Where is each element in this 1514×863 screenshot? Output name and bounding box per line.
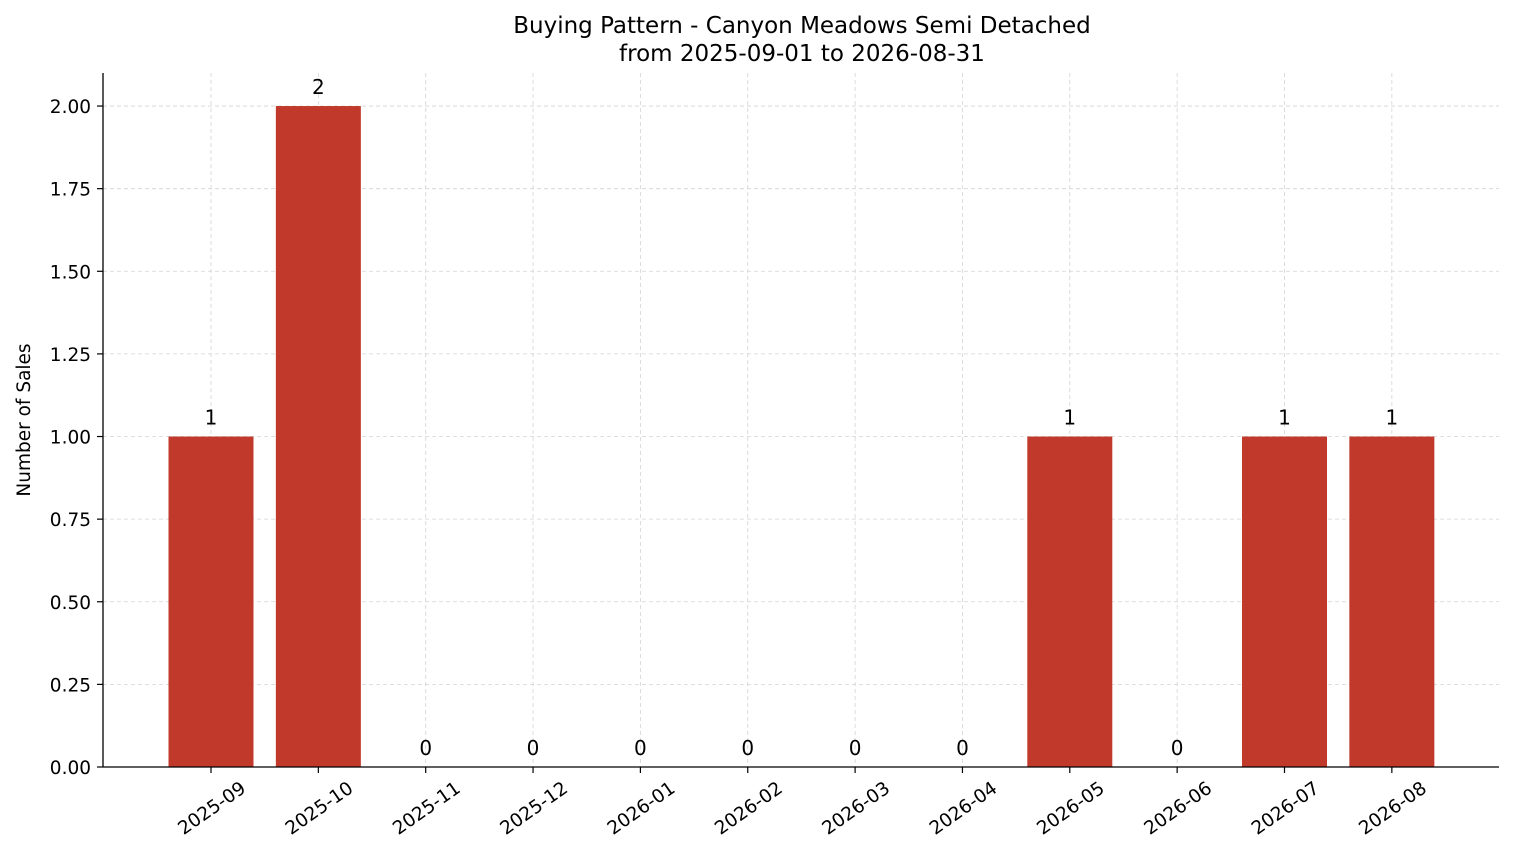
y-tick-label: 1.00 — [50, 428, 91, 449]
x-tick-label: 2026-01 — [604, 778, 679, 840]
y-tick-label: 0.75 — [50, 510, 91, 531]
y-tick-label: 0.50 — [50, 593, 91, 614]
data-label-2026-02: 0 — [741, 736, 754, 760]
y-tick-label: 1.75 — [50, 180, 91, 201]
data-label-2026-08: 1 — [1385, 406, 1398, 430]
chart-subtitle: from 2025-09-01 to 2026-08-31 — [619, 41, 985, 67]
bar-2026-05 — [1027, 436, 1113, 767]
data-label-2026-01: 0 — [634, 736, 647, 760]
data-label-2026-03: 0 — [849, 736, 862, 760]
bar-2025-09 — [168, 436, 254, 767]
data-label-2025-09: 1 — [205, 406, 218, 430]
y-tick-label: 0.25 — [50, 675, 91, 696]
x-tick-label: 2025-12 — [497, 778, 572, 840]
x-tick-label: 2026-07 — [1248, 778, 1323, 840]
y-axis-label: Number of Sales — [14, 343, 35, 496]
chart-title: Buying Pattern - Canyon Meadows Semi Det… — [513, 13, 1090, 39]
x-tick-label: 2026-05 — [1033, 778, 1108, 840]
x-tick-label: 2025-09 — [174, 778, 249, 840]
x-tick-label: 2026-08 — [1355, 778, 1430, 840]
bar-2025-10 — [275, 106, 361, 768]
data-label-2025-11: 0 — [419, 736, 432, 760]
x-tick-label: 2026-04 — [926, 778, 1001, 840]
bar-2026-07 — [1242, 436, 1327, 767]
x-tick-label: 2025-11 — [389, 778, 464, 840]
x-tick-label: 2026-02 — [711, 778, 786, 840]
bars — [168, 106, 1435, 768]
data-label-2026-07: 1 — [1278, 406, 1291, 430]
data-label-2026-04: 0 — [956, 736, 969, 760]
x-tick-label: 2026-03 — [819, 778, 894, 840]
data-label-2026-06: 0 — [1171, 736, 1184, 760]
y-tick-label: 0.00 — [50, 758, 91, 779]
data-label-2025-10: 2 — [312, 75, 325, 99]
y-tick-label: 2.00 — [50, 97, 91, 118]
data-label-2025-12: 0 — [527, 736, 540, 760]
y-tick-label: 1.50 — [50, 262, 91, 283]
y-ticks: 0.00 0.25 0.50 0.75 1.00 1.25 1.50 1.75 2.00 — [50, 97, 103, 779]
data-label-2026-05: 1 — [1063, 406, 1076, 430]
data-labels: 1 2 0 0 0 0 0 0 1 0 1 1 — [205, 75, 1399, 760]
bar-2026-08 — [1349, 436, 1435, 767]
y-tick-label: 1.25 — [50, 345, 91, 366]
x-ticks: 2025-09 2025-10 2025-11 2025-12 2026-01 2026-… — [174, 767, 1431, 840]
x-tick-label: 2026-06 — [1141, 778, 1216, 840]
x-tick-label: 2025-10 — [282, 778, 357, 840]
